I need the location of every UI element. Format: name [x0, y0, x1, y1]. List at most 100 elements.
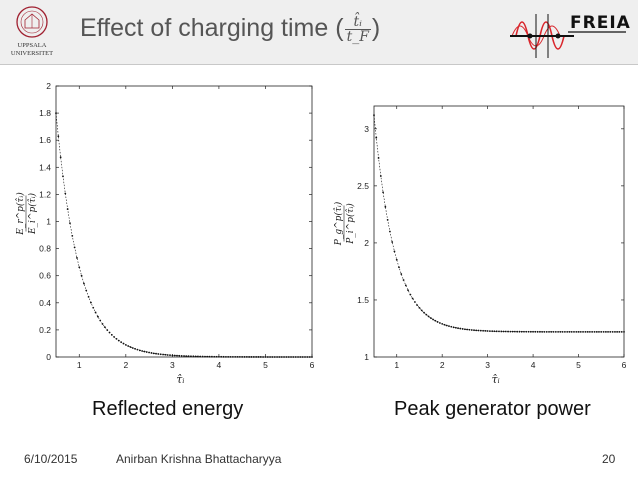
data-point: [157, 353, 160, 355]
data-point: [534, 330, 537, 333]
data-point: [103, 326, 106, 329]
data-point: [255, 356, 258, 358]
y-axis-label-denominator: P_i^p(τ̂ᵢ): [345, 203, 356, 245]
data-point: [190, 355, 192, 358]
data-point: [127, 345, 130, 347]
data-point: [73, 246, 76, 249]
data-point: [418, 306, 421, 309]
footer-page-number: 20: [602, 452, 616, 466]
y-tick-label: 3: [364, 124, 369, 134]
data-point: [373, 114, 375, 117]
data-point: [516, 330, 519, 333]
data-point: [407, 289, 409, 292]
data-point: [234, 355, 237, 358]
data-point: [211, 355, 213, 358]
data-point: [423, 311, 425, 314]
data-point: [477, 329, 480, 332]
data-point: [294, 356, 297, 358]
data-point: [525, 330, 528, 333]
data-point: [561, 330, 564, 333]
y-tick-label: 1.6: [39, 135, 51, 145]
data-point: [504, 330, 507, 333]
y-axis-label: P_g^p(τ̂ᵢ) P_i^p(τ̂ᵢ): [333, 201, 356, 246]
data-point: [224, 355, 227, 358]
y-tick-label: 2: [46, 81, 51, 91]
data-point: [171, 354, 174, 357]
logo-text-uppsala: UPPSALA: [18, 42, 47, 49]
data-point: [129, 346, 132, 348]
data-point: [311, 356, 313, 358]
data-point: [473, 329, 475, 332]
series-line: [373, 115, 624, 333]
data-point: [273, 356, 276, 358]
data-point: [290, 356, 292, 358]
data-point: [245, 356, 248, 358]
data-point: [278, 356, 281, 358]
x-axis-label: τ̂ᵢ: [491, 373, 499, 386]
data-point: [124, 343, 127, 346]
y-axis-label-denominator: E_i^p(τ̂ᵢ): [27, 192, 38, 235]
data-point: [452, 326, 455, 329]
title-fraction: t̂ᵢ t_F: [344, 15, 371, 44]
x-tick-label: 5: [263, 360, 268, 370]
data-point: [523, 330, 525, 333]
data-point: [115, 337, 118, 340]
title-frac-numerator: t̂ᵢ: [344, 15, 371, 30]
y-axis-label-numerator: P_g^p(τ̂ᵢ): [333, 201, 344, 246]
data-point: [148, 351, 150, 354]
data-point: [393, 250, 396, 253]
data-point: [548, 330, 550, 333]
data-point: [600, 331, 603, 333]
data-point: [110, 333, 113, 336]
data-point: [159, 353, 162, 356]
data-point: [520, 330, 523, 333]
x-tick-label: 3: [170, 360, 175, 370]
data-point: [391, 241, 394, 243]
data-point: [283, 356, 285, 358]
data-point: [575, 330, 578, 333]
data-point: [301, 356, 304, 358]
data-point: [409, 293, 412, 296]
data-point: [134, 347, 137, 350]
data-point: [259, 356, 262, 358]
data-point: [108, 331, 111, 334]
data-point: [62, 175, 64, 178]
data-point: [236, 356, 239, 358]
data-point: [598, 331, 600, 333]
data-point: [215, 355, 218, 358]
data-point: [69, 222, 71, 225]
data-point: [479, 329, 482, 332]
peak-generator-power-chart: 1 2 3 4 5 611.522.53τ̂ᵢP_g^p(τ̂ᵢ) P_i^p(τ̂ᵢ): [333, 105, 627, 386]
data-point: [518, 330, 521, 333]
data-point: [427, 315, 430, 318]
data-point: [199, 355, 202, 358]
data-point: [514, 330, 516, 333]
data-point: [464, 328, 466, 331]
data-point: [404, 284, 407, 287]
data-point: [85, 289, 88, 292]
data-point: [208, 355, 211, 358]
data-point: [414, 301, 416, 303]
data-point: [192, 355, 195, 358]
data-point: [589, 330, 591, 333]
data-point: [559, 330, 562, 333]
data-point: [389, 230, 391, 233]
uppsala-university-logo: UPPSALA UNIVERSITET: [11, 6, 53, 57]
data-point: [117, 339, 120, 342]
data-point: [138, 349, 141, 352]
data-point: [620, 331, 623, 333]
data-point: [287, 356, 290, 358]
data-point: [218, 355, 220, 358]
data-point: [280, 356, 283, 358]
data-point: [550, 330, 553, 333]
data-point: [611, 331, 614, 333]
data-point: [204, 355, 206, 358]
y-tick-label: 2: [364, 238, 369, 248]
chart-panel-right: 1 2 3 4 5 6 1 1.5 2 2.5 3 τ̂ᵢ P_g^p(τ̂ᵢ) P_i^p(τ̂ᵢ): [324, 76, 636, 388]
data-point: [591, 330, 594, 333]
data-point: [220, 355, 223, 358]
data-point: [398, 266, 400, 269]
data-point: [187, 355, 190, 358]
x-tick-label: 2: [440, 360, 445, 370]
data-point: [557, 330, 559, 333]
